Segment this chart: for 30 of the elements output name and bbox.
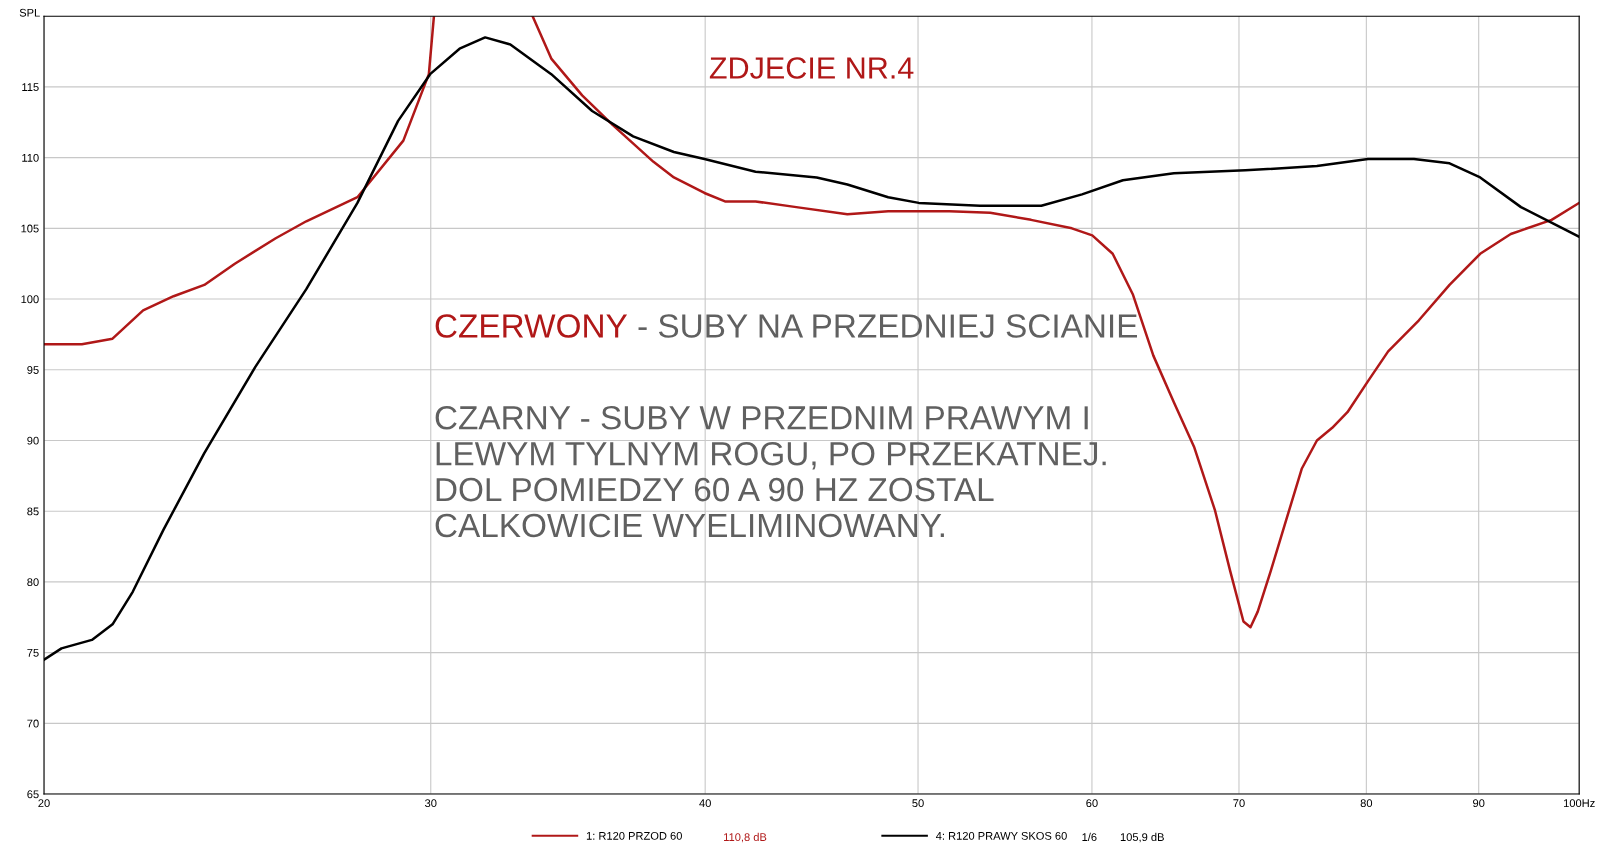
y-tick-label: 75 xyxy=(27,649,39,657)
text: ZDJECIE NR.4 xyxy=(709,57,914,79)
x-tick-label: 20 xyxy=(38,799,50,808)
x-tick-label: 50 xyxy=(912,799,924,808)
text: 110,8 dB xyxy=(724,832,767,843)
x-tick-label: 80 xyxy=(1360,799,1373,808)
y-tick-label: 65 xyxy=(27,790,39,799)
y-tick-label: 90 xyxy=(27,436,39,445)
y-tick-label: 115 xyxy=(22,83,39,92)
x-tick-label: 70 xyxy=(1233,799,1245,808)
x-tick-label: 90 xyxy=(1473,799,1485,808)
y-tick-label: 110 xyxy=(22,153,39,162)
annotation: CZERWONY xyxy=(435,314,628,338)
legend-label: 1: R120 PRZOD 60 xyxy=(586,831,682,840)
y-axis-title: SPL xyxy=(19,8,40,17)
x-tick-label: 40 xyxy=(699,799,711,808)
y-tick-label: 70 xyxy=(27,719,39,728)
text: 1/6 xyxy=(1082,832,1097,842)
annotation: CZARNY - SUBY W PRZEDNIM PRAWYM I LEWYM TYLNYM ROGU, PO PRZEKATNEJ. DOL POMIEDZY 60 A 90 HZ ZOSTAL CALKOWICIE WYELIMINOWANY. xyxy=(435,406,1106,538)
x-tick-label: 100Hz xyxy=(1563,799,1595,808)
x-tick-label: 30 xyxy=(425,799,437,808)
y-tick-label: 100 xyxy=(21,295,39,304)
y-tick-label: 80 xyxy=(27,578,39,587)
annotation: - SUBY NA PRZEDNIEJ SCIANIE xyxy=(638,314,1137,338)
legend-label: 4: R120 PRAWY SKOS 60 xyxy=(935,831,1067,840)
y-tick-label: 105 xyxy=(21,224,39,233)
text: 105,9 dB xyxy=(1120,832,1164,843)
x-tick-label: 60 xyxy=(1086,799,1098,808)
y-tick-label: 85 xyxy=(27,507,39,516)
y-tick-label: 95 xyxy=(27,366,39,374)
